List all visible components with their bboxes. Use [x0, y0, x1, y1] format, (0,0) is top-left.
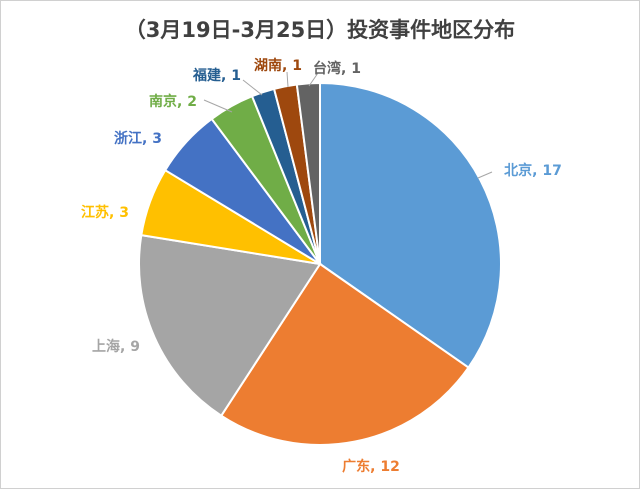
data-label-北京: 北京, 17 — [504, 162, 562, 179]
leader-line-台湾 — [308, 72, 319, 87]
chart-title: （3月19日-3月25日）投资事件地区分布 — [124, 18, 516, 42]
data-label-上海: 上海, 9 — [92, 338, 140, 355]
leader-line-北京 — [477, 171, 493, 179]
data-label-福建: 福建, 1 — [192, 67, 241, 84]
data-label-湖南: 湖南, 1 — [254, 57, 302, 74]
pie-slice-广东 — [219, 262, 470, 446]
leader-line-福建 — [242, 79, 263, 96]
data-label-台湾: 台湾, 1 — [313, 60, 361, 77]
leader-line-南京 — [203, 99, 233, 113]
data-label-南京: 南京, 2 — [149, 93, 197, 110]
pie-slice-上海 — [138, 233, 322, 418]
data-label-广东: 广东, 12 — [342, 458, 400, 475]
pie-slice-北京 — [319, 81, 502, 369]
pie-slice-台湾 — [295, 81, 321, 265]
leader-line-湖南 — [286, 71, 289, 88]
data-label-江苏: 江苏, 3 — [81, 204, 129, 221]
data-label-浙江: 浙江, 3 — [114, 130, 162, 147]
